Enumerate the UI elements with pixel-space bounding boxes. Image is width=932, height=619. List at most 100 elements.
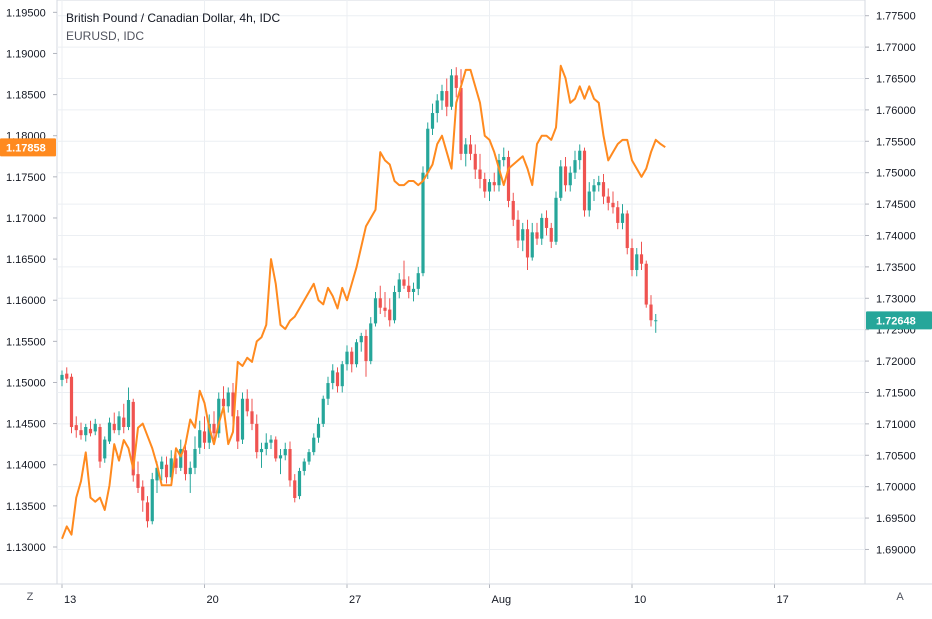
candle-body (345, 351, 349, 365)
candle-body (269, 439, 273, 443)
candle-body (350, 351, 354, 365)
candle-body (283, 448, 287, 456)
right-last-price-label: 1.72648 (876, 315, 916, 327)
eurusd-line (61, 64, 666, 540)
candle-body (445, 91, 449, 107)
candle-body (174, 458, 178, 468)
candle-body (226, 392, 230, 407)
log-scale-left-button[interactable]: Z (26, 591, 34, 603)
x-axis-tick-label: 13 (64, 594, 76, 606)
candle-body (563, 166, 568, 186)
candle-body (525, 229, 530, 258)
candle-body (359, 335, 363, 343)
candle-body (316, 423, 321, 438)
candle-body (601, 182, 606, 197)
auto-scale-right-button[interactable]: A (896, 591, 904, 603)
candle-body (440, 91, 444, 101)
right-axis-tick-label: 1.70500 (876, 450, 916, 462)
left-axis-tick-label: 1.17000 (6, 213, 46, 225)
candle-body (155, 467, 159, 481)
candle-body (212, 423, 216, 434)
candle-body (126, 400, 131, 428)
candle-body (245, 398, 249, 412)
left-axis-tick-label: 1.16000 (6, 295, 46, 307)
candle-body (240, 398, 245, 440)
candle-body (568, 172, 572, 186)
left-axis-tick-label: 1.19000 (6, 48, 46, 60)
candle-body (620, 213, 625, 223)
right-axis-tick-label: 1.73500 (876, 262, 916, 274)
candle-body (435, 100, 439, 114)
candle-body (649, 304, 653, 321)
candle-body (407, 285, 411, 292)
candle-body (103, 439, 107, 459)
candle-body (369, 323, 373, 362)
candle-body (587, 191, 591, 211)
right-axis-tick-label: 1.77500 (876, 11, 916, 23)
candle-body (150, 479, 154, 522)
candle-body (69, 376, 74, 428)
candle-body (521, 229, 525, 241)
candle-body (364, 335, 368, 362)
right-axis-tick-label: 1.72000 (876, 356, 916, 368)
candle-body (464, 144, 468, 154)
left-axis-tick-label: 1.17500 (6, 172, 46, 184)
candle-body (392, 292, 397, 321)
candle-body (179, 448, 183, 468)
candle-body (307, 452, 311, 462)
x-axis-tick-label: 27 (349, 594, 361, 606)
candle-body (378, 298, 382, 308)
candle-body (416, 273, 420, 289)
candle-body (141, 486, 145, 501)
candle-body (221, 398, 226, 407)
right-axis-tick-label: 1.74500 (876, 199, 916, 211)
candle-body (117, 416, 121, 431)
candle-body (430, 113, 435, 129)
candle-body (383, 307, 387, 311)
candle-body (468, 144, 473, 154)
candle-body (331, 370, 335, 384)
candle-body (250, 411, 254, 424)
candle-body (388, 309, 392, 321)
x-axis-tick-label: 20 (207, 594, 219, 606)
candle-body (202, 431, 207, 443)
candle-body (421, 172, 425, 274)
right-axis-tick-label: 1.71000 (876, 419, 916, 431)
right-axis-tick-label: 1.76500 (876, 73, 916, 85)
candle-body (60, 374, 64, 380)
candle-body (354, 342, 359, 365)
legend-compare-series: EURUSD, IDC (66, 29, 145, 43)
right-axis-tick-label: 1.76000 (876, 105, 916, 117)
candle-body (459, 87, 463, 154)
right-axis-tick-label: 1.74000 (876, 230, 916, 242)
candle-body (198, 430, 202, 448)
x-axis-tick-label: Aug (492, 594, 512, 606)
candle-body (164, 464, 169, 478)
candle-body (516, 219, 520, 241)
candle-body (122, 417, 126, 428)
candle-body (411, 288, 416, 292)
candle-body (535, 232, 539, 239)
candle-body (98, 427, 102, 462)
left-axis-tick-label: 1.14500 (6, 419, 46, 431)
candle-body (136, 474, 140, 488)
left-last-price-label: 1.17858 (6, 142, 46, 154)
candle-body (278, 455, 283, 459)
candle-body (530, 232, 534, 258)
candle-body (93, 423, 97, 432)
left-axis-tick-label: 1.15500 (6, 336, 46, 348)
candle-body (274, 439, 278, 459)
candle-body (559, 166, 563, 198)
candle-body (297, 470, 302, 497)
candle-body (207, 423, 211, 443)
right-axis-tick-label: 1.75500 (876, 136, 916, 148)
candle-body (107, 422, 112, 442)
legend-title: British Pound / Canadian Dollar, 4h, IDC (66, 11, 281, 25)
legend: British Pound / Canadian Dollar, 4h, IDC… (66, 9, 280, 45)
candle-body (288, 448, 292, 481)
candle-body (264, 442, 268, 449)
left-axis-tick-label: 1.14000 (6, 460, 46, 472)
candle-body (654, 320, 658, 322)
